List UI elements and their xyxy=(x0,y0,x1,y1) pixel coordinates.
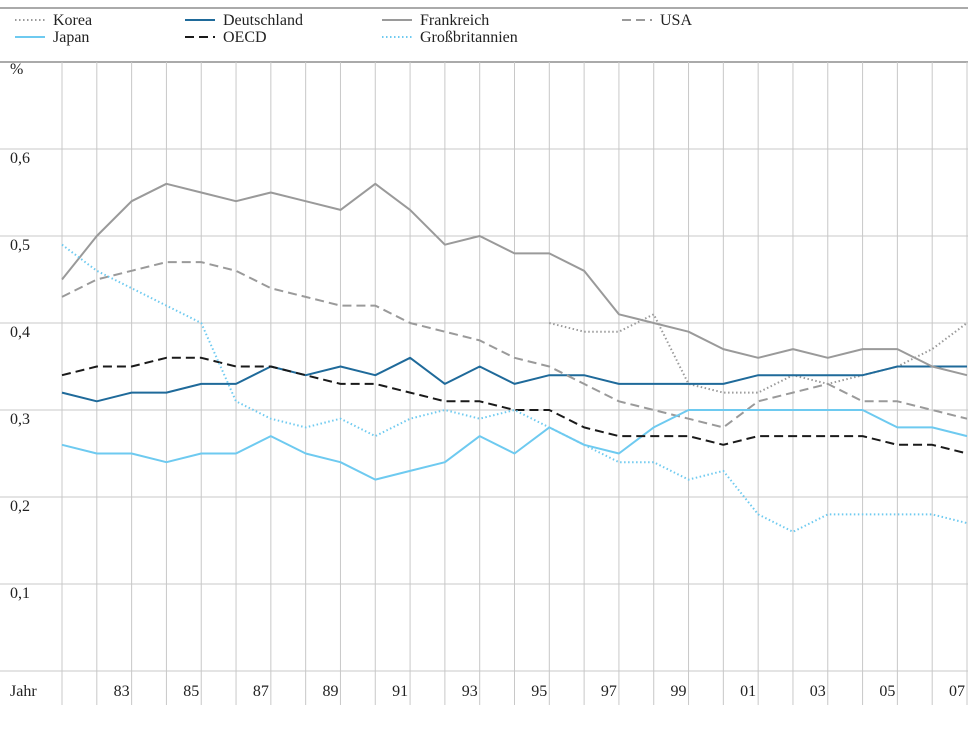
series-line xyxy=(61,261,968,429)
legend-label: USA xyxy=(660,12,692,29)
x-tick-label: 99 xyxy=(671,683,687,700)
y-axis-label: % xyxy=(10,61,23,78)
x-axis-label: Jahr xyxy=(10,683,37,700)
series-line xyxy=(61,356,968,455)
y-tick-label: 0,6 xyxy=(10,150,30,167)
legend-label: Deutschland xyxy=(223,12,303,29)
y-tick-label: 0,5 xyxy=(10,237,30,254)
y-tick-label: 0,4 xyxy=(10,324,30,341)
x-tick-label: 05 xyxy=(879,683,895,700)
y-tick-label: 0,3 xyxy=(10,411,30,428)
series-line xyxy=(61,182,968,377)
legend-label: Japan xyxy=(53,29,89,46)
x-tick-label: 01 xyxy=(740,683,756,700)
series-line xyxy=(61,356,967,403)
y-tick-label: 0,2 xyxy=(10,498,30,515)
x-tick-label: 87 xyxy=(253,683,269,700)
legend-label: Korea xyxy=(53,12,92,29)
x-tick-label: 85 xyxy=(183,683,199,700)
series-line xyxy=(61,409,968,481)
series-line xyxy=(61,243,968,533)
x-tick-label: 97 xyxy=(601,683,617,700)
x-tick-label: 91 xyxy=(392,683,408,700)
x-tick-label: 07 xyxy=(949,683,965,700)
legend-label: Frankreich xyxy=(420,12,489,29)
x-tick-label: 95 xyxy=(531,683,547,700)
legend-label: Großbritannien xyxy=(420,29,518,46)
legend-label: OECD xyxy=(223,29,267,46)
x-tick-label: 83 xyxy=(114,683,130,700)
x-tick-label: 89 xyxy=(322,683,338,700)
y-tick-label: 0,1 xyxy=(10,585,30,602)
x-tick-label: 03 xyxy=(810,683,826,700)
x-tick-label: 93 xyxy=(462,683,478,700)
